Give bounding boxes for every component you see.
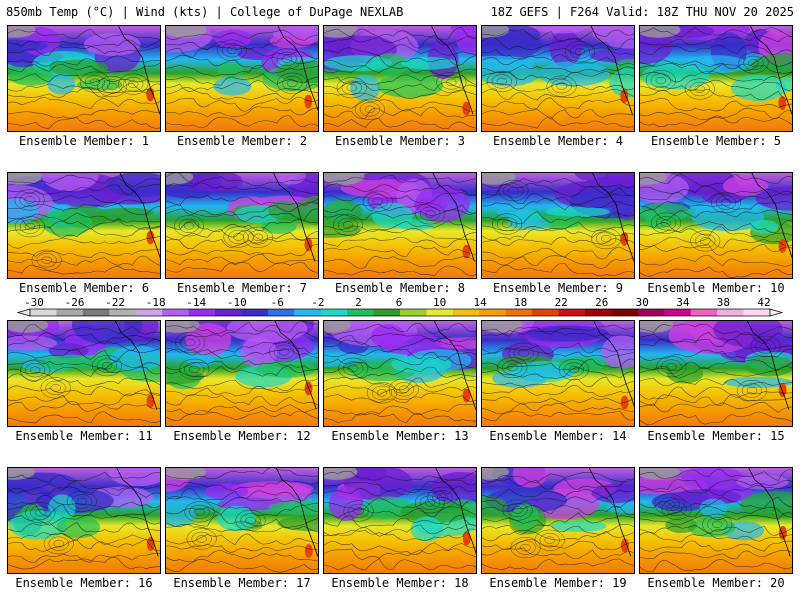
ensemble-member-label: Ensemble Member: 20 [647,576,785,590]
colorbar-segment [690,309,718,316]
ensemble-member-label: Ensemble Member: 19 [489,576,627,590]
colorbar-segment [558,309,586,316]
colorbar-segment [717,309,744,316]
colorbar-segment [267,309,295,316]
map-title: 850mb Temp (°C) | Wind (kts) | College o… [6,5,404,19]
ensemble-map-12 [165,320,319,427]
ensemble-map-6 [7,172,161,279]
colorbar-segment [215,309,242,316]
ensemble-map-2 [165,25,319,132]
ensemble-map-5 [639,25,793,132]
colorbar-tick-label: 10 [433,297,446,309]
colorbar-segment [505,309,533,316]
colorbar-segment [637,309,665,316]
ensemble-member-label: Ensemble Member: 9 [492,281,624,295]
colorbar-tick-label: -2 [311,297,324,309]
ensemble-member-label: Ensemble Member: 7 [176,281,308,295]
ensemble-map-15 [639,320,793,427]
colorbar-segment [56,309,84,316]
colorbar-tick-label: -18 [146,297,166,309]
colorbar-tick-label: -10 [227,297,247,309]
colorbar-segment [664,309,692,316]
ensemble-map-11 [7,320,161,427]
ensemble-map-16 [7,467,161,574]
ensemble-member-label: Ensemble Member: 14 [489,429,627,443]
ensemble-member-label: Ensemble Member: 12 [173,429,311,443]
ensemble-member-label: Ensemble Member: 2 [176,134,308,148]
colorbar-segment [162,309,189,316]
colorbar-tick-label: -22 [105,297,125,309]
colorbar-segment [426,309,454,316]
ensemble-member-label: Ensemble Member: 4 [492,134,624,148]
ensemble-member-label: Ensemble Member: 15 [647,429,785,443]
ensemble-map-18 [323,467,477,574]
ensemble-member-label: Ensemble Member: 16 [15,576,153,590]
colorbar-segment [611,309,639,316]
ensemble-map-4 [481,25,635,132]
ensemble-member-label: Ensemble Member: 10 [647,281,785,295]
ensemble-member-label: Ensemble Member: 1 [18,134,150,148]
colorbar-tick-label: 6 [396,297,403,309]
ensemble-map-3 [323,25,477,132]
colorbar-segment [109,309,137,316]
colorbar-segment [743,309,771,316]
temperature-colorbar: -30 -26 -22 -18 -14 -10 -6 -2 2 6 10 14 18 22 26 30 34 38… [16,297,784,317]
ensemble-map-7 [165,172,319,279]
ensemble-member-label: Ensemble Member: 8 [334,281,466,295]
colorbar-right-arrow [769,308,784,317]
colorbar-tick-label: -14 [186,297,206,309]
colorbar-segment [294,309,322,316]
colorbar-segment [532,309,559,316]
colorbar-tick-label: 26 [595,297,608,309]
colorbar-segment [373,309,401,316]
colorbar-tick-label: 18 [514,297,527,309]
ensemble-map-17 [165,467,319,574]
colorbar-segment [82,309,110,316]
ensemble-map-9 [481,172,635,279]
colorbar-tick-label: -30 [24,297,44,309]
colorbar-segment [30,309,57,316]
ensemble-map-1 [7,25,161,132]
colorbar-tick-label: 34 [676,297,690,309]
ensemble-map-10 [639,172,793,279]
colorbar-segment [135,309,163,316]
colorbar-tick-label: -26 [65,297,85,309]
colorbar-left-arrow [16,308,31,317]
colorbar-segment [241,309,269,316]
ensemble-map-8 [323,172,477,279]
colorbar-tick-label: 38 [717,297,730,309]
colorbar-segment [585,309,612,316]
ensemble-member-label: Ensemble Member: 18 [331,576,469,590]
model-run-info: 18Z GEFS | F264 Valid: 18Z THU NOV 20 20… [490,5,794,19]
colorbar-segment [188,309,216,316]
colorbar-segment [347,309,374,316]
colorbar-tick-label: 14 [473,297,487,309]
colorbar-segment [479,309,507,316]
ensemble-member-label: Ensemble Member: 3 [334,134,466,148]
colorbar-tick-label: 42 [757,297,770,309]
colorbar-segment [320,309,348,316]
colorbar-tick-label: 22 [555,297,568,309]
ensemble-map-13 [323,320,477,427]
colorbar-segment [452,309,480,316]
ensemble-member-label: Ensemble Member: 6 [18,281,150,295]
colorbar-tick-label: 2 [355,297,362,309]
ensemble-map-14 [481,320,635,427]
colorbar-segment [400,309,427,316]
ensemble-member-label: Ensemble Member: 17 [173,576,311,590]
colorbar-tick-label: 30 [636,297,649,309]
ensemble-member-label: Ensemble Member: 11 [15,429,153,443]
ensemble-member-label: Ensemble Member: 13 [331,429,469,443]
colorbar-tick-label: -6 [271,297,284,309]
ensemble-map-19 [481,467,635,574]
ensemble-member-label: Ensemble Member: 5 [650,134,782,148]
ensemble-map-20 [639,467,793,574]
